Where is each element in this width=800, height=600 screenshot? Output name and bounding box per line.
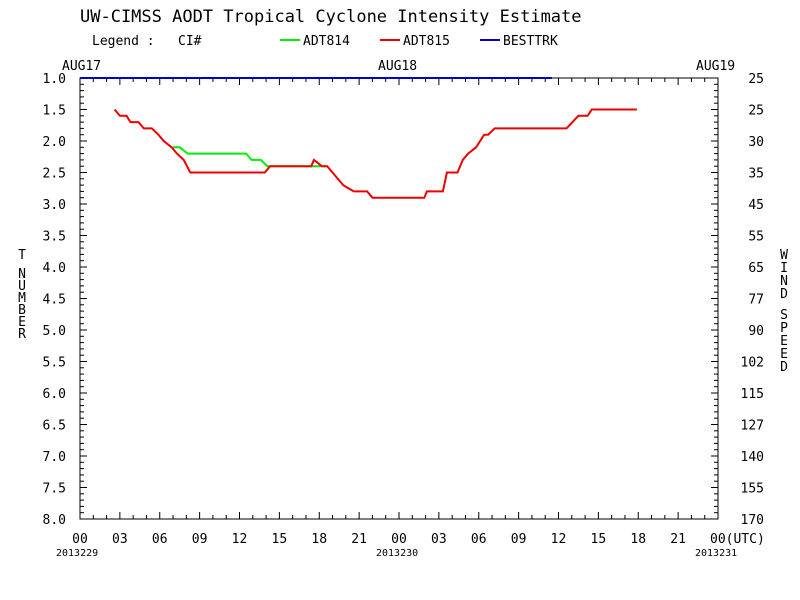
x-sublabel-2013230: 2013230 [376, 548, 418, 559]
x-tick-label: 09 [192, 532, 208, 547]
y-tick-label-right: 35 [748, 167, 764, 182]
x-tick-label: 00 [391, 532, 407, 547]
y-tick-label-left: 6.0 [43, 387, 66, 402]
y-tick-label-left: 5.0 [43, 324, 66, 339]
x-tick-label: 06 [471, 532, 487, 547]
legend-label: Legend : [92, 34, 155, 49]
x-tick-label: 18 [630, 532, 646, 547]
x-tick-label: 06 [152, 532, 168, 547]
y-tick-label-right: 65 [748, 261, 764, 276]
y-tick-label-right: 127 [741, 419, 764, 434]
series-line-adt815 [113, 108, 637, 199]
x-tick-label: 03 [112, 532, 128, 547]
y-tick-label-right: 25 [748, 104, 764, 119]
y-tick-label-right: 30 [748, 135, 764, 150]
y-tick-label-left: 3.0 [43, 198, 66, 213]
y-tick-label-right: 155 [741, 482, 764, 497]
y-tick-label-left: 2.0 [43, 135, 66, 150]
date-label-aug18: AUG18 [378, 59, 417, 74]
y-axis-labels: 1.0 1.5 2.0 2.5 3.0 3.5 4.0 4.5 5.0 5.5 6.0 6.5 7.0 7… [43, 72, 764, 528]
legend-key: CI# [178, 34, 202, 49]
y-tick-label-right: 90 [748, 324, 764, 339]
x-tick-label: 15 [272, 532, 288, 547]
y-tick-label-left: 7.0 [43, 450, 66, 465]
x-tick-label: 12 [232, 532, 248, 547]
y-tick-label-left: 1.5 [43, 104, 66, 119]
x-tick-label: 00(UTC) [710, 532, 765, 547]
x-tick-label: 00 [72, 532, 88, 547]
chart-title: UW-CIMSS AODT Tropical Cyclone Intensity… [80, 7, 582, 27]
legend: Legend : CI# ADT814 ADT815 BESTTRK [92, 34, 558, 49]
y-tick-label-right: 25 [748, 72, 764, 87]
y-tick-label-left: 1.0 [43, 72, 66, 87]
series-line-adt814 [173, 146, 326, 168]
y-tick-label-left: 4.0 [43, 261, 66, 276]
y-tick-label-right: 115 [741, 387, 764, 402]
plot-area [79, 77, 719, 520]
x-tick-label: 03 [431, 532, 447, 547]
y-tick-label-left: 3.5 [43, 230, 66, 245]
x-sublabel-2013231: 2013231 [695, 548, 737, 559]
y-tick-label-right: 102 [741, 356, 764, 371]
x-tick-label: 21 [351, 532, 367, 547]
x-tick-label: 12 [551, 532, 567, 547]
date-label-aug17: AUG17 [62, 59, 101, 74]
y-tick-label-right: 140 [741, 450, 764, 465]
y-tick-label-left: 4.5 [43, 293, 66, 308]
y-tick-label-left: 8.0 [43, 513, 66, 528]
legend-entry-adt814: ADT814 [303, 34, 350, 49]
y-tick-label-right: 55 [748, 230, 764, 245]
x-tick-label: 09 [511, 532, 527, 547]
x-sublabel-2013229: 2013229 [56, 548, 98, 559]
date-label-aug19: AUG19 [696, 59, 735, 74]
x-tick-label: 21 [670, 532, 686, 547]
x-tick-label: 18 [311, 532, 327, 547]
y-tick-label-left: 2.5 [43, 167, 66, 182]
x-tick-label: 15 [591, 532, 607, 547]
x-axis-labels: 00 03 06 09 12 15 18 21 00 03 06 09 12 15 18 21 00(UTC) [72, 532, 765, 547]
y-tick-label-right: 170 [741, 513, 764, 528]
y-tick-label-left: 5.5 [43, 356, 66, 371]
y-tick-label-left: 6.5 [43, 419, 66, 434]
legend-entry-besttrk: BESTTRK [503, 34, 558, 49]
axis-ticks [79, 77, 719, 520]
y-tick-label-right: 45 [748, 198, 764, 213]
y-tick-label-left: 7.5 [43, 482, 66, 497]
legend-entry-adt815: ADT815 [403, 34, 450, 49]
series-layer [80, 77, 637, 199]
y-tick-label-right: 77 [748, 293, 764, 308]
